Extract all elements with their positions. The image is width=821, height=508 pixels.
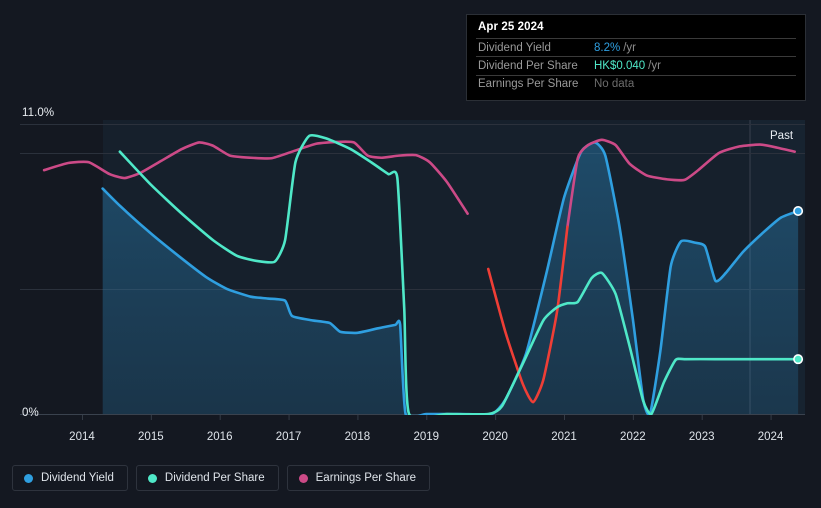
tooltip-row-value: 8.2%/yr	[594, 42, 636, 54]
x-axis-tick-2014: 2014	[69, 431, 95, 443]
tooltip-row-label: Dividend Per Share	[478, 59, 578, 72]
tooltip-row: Dividend Yield 8.2%/yr	[476, 38, 796, 56]
past-region-label: Past	[770, 130, 794, 142]
end-marker-dividend-per-share	[793, 354, 804, 365]
x-axis-tick-2022: 2022	[620, 431, 646, 443]
dividend-per-share-line	[118, 133, 800, 415]
dividend-yield-area	[102, 142, 799, 415]
y-axis-label-max: 11.0%	[22, 107, 55, 119]
chart-plot-area	[20, 120, 805, 420]
series-end-markers	[793, 206, 804, 365]
x-axis-tick-2016: 2016	[206, 431, 233, 443]
legend-item-label: Dividend Yield	[41, 472, 114, 484]
end-marker-dividend-yield	[793, 206, 804, 217]
tooltip-row-unit: /yr	[648, 59, 661, 72]
tooltip-row: Dividend Per Share HK$0.040/yr	[476, 56, 796, 74]
legend-color-dot	[147, 473, 157, 483]
legend-item-label: Earnings Per Share	[315, 472, 416, 484]
y-axis-label-min: 0%	[22, 407, 39, 419]
tooltip-row-unit: /yr	[623, 41, 636, 54]
x-axis-tick-2024: 2024	[757, 431, 784, 443]
x-axis-tick-2017: 2017	[275, 431, 302, 443]
tooltip-row-label: Earnings Per Share	[478, 78, 579, 91]
legend-color-dot	[24, 473, 33, 483]
legend-item-earnings-per-share[interactable]: Earnings Per Share	[286, 465, 430, 491]
chart-tooltip: Apr 25 2024 Dividend Yield 8.2%/yr Dividen…	[466, 14, 806, 101]
x-axis-tick-2015: 2015	[138, 431, 164, 443]
legend-item-label: Dividend Per Share	[164, 472, 265, 484]
x-axis-tick-2018: 2018	[344, 431, 371, 443]
tooltip-row-value: HK$0.040/yr	[594, 60, 661, 72]
legend-color-dot	[298, 473, 308, 483]
x-axis-tick-2023: 2023	[688, 431, 715, 443]
x-axis-tick-2020: 2020	[482, 431, 508, 443]
legend-item-dividend-per-share[interactable]: Dividend Per Share	[135, 465, 279, 491]
tooltip-rows: Dividend Yield 8.2%/yr Dividend Per Share H…	[476, 38, 796, 93]
earnings-per-share-line	[42, 138, 796, 229]
tooltip-row-value: No data	[594, 78, 635, 91]
tooltip-date: Apr 25 2024	[478, 21, 544, 33]
chart-legend: Dividend Yield Dividend Per Share Earnings…	[12, 465, 430, 491]
x-axis-tick-2021: 2021	[551, 431, 577, 443]
tooltip-row: Earnings Per Share No data	[476, 74, 796, 93]
legend-item-dividend-yield[interactable]: Dividend Yield	[12, 465, 128, 491]
tooltip-row-number: HK$0.040	[594, 59, 646, 72]
earnings-per-share-negative-line	[486, 225, 569, 404]
tooltip-row-label: Dividend Yield	[478, 41, 551, 54]
x-axis-tick-2019: 2019	[413, 431, 440, 443]
tooltip-row-number: 8.2%	[594, 41, 621, 54]
